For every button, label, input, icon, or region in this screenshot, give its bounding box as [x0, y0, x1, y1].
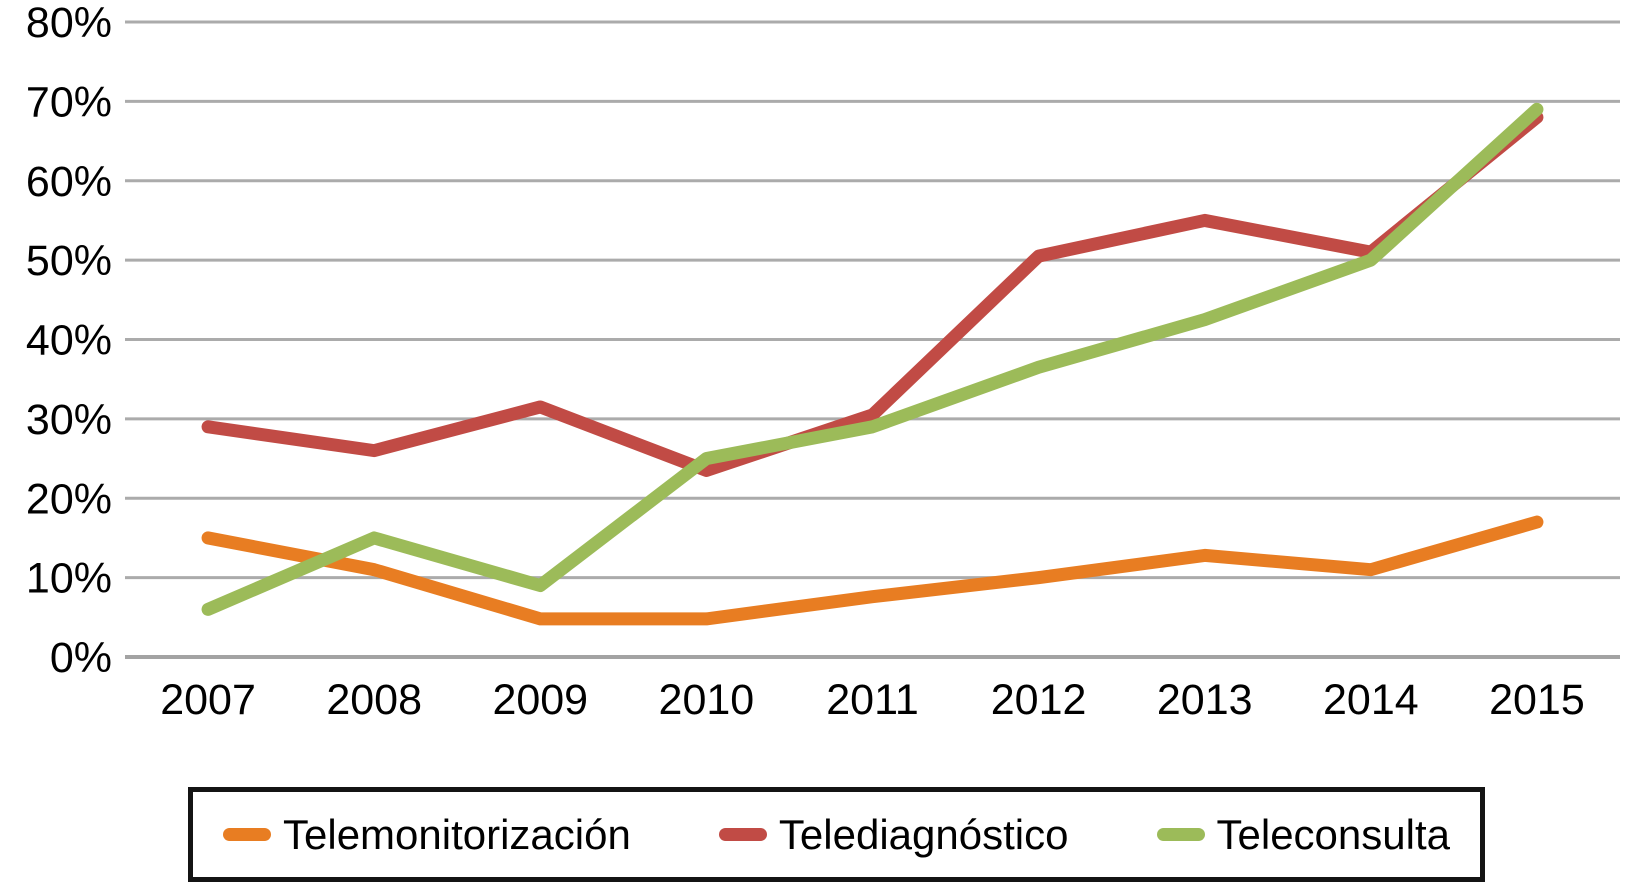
legend-label: Telemonitorización	[283, 810, 631, 858]
x-tick-label: 2007	[160, 676, 256, 724]
series-line-0	[201, 515, 1544, 626]
legend-item-2: Teleconsulta	[1156, 810, 1450, 858]
legend-label: Telediagnóstico	[778, 810, 1069, 858]
legend-dash-icon	[1156, 828, 1205, 841]
y-tick-label: 50%	[26, 237, 112, 285]
chart-legend: Telemonitorización Telediagnóstico Telecon…	[188, 787, 1485, 882]
y-tick-label: 40%	[26, 317, 112, 365]
series-line-1	[201, 110, 1544, 477]
series-line-2	[201, 102, 1544, 616]
x-tick-label: 2009	[492, 676, 588, 724]
x-tick-label: 2010	[659, 676, 755, 724]
x-tick-label: 2012	[991, 676, 1087, 724]
y-tick-label: 70%	[26, 78, 112, 126]
y-tick-label: 60%	[26, 158, 112, 206]
x-tick-label: 2013	[1157, 676, 1253, 724]
legend-label: Teleconsulta	[1216, 810, 1450, 858]
legend-item-0: Telemonitorización	[223, 810, 631, 858]
legend-dash-icon	[223, 828, 271, 841]
x-tick-label: 2011	[826, 676, 918, 724]
x-tick-label: 2008	[326, 676, 422, 724]
x-tick-label: 2015	[1489, 676, 1585, 724]
legend-item-1: Telediagnóstico	[718, 810, 1069, 858]
legend-dash-icon	[718, 828, 767, 841]
x-tick-label: 2014	[1323, 676, 1419, 724]
y-tick-label: 30%	[26, 396, 112, 444]
y-tick-label: 0%	[50, 634, 112, 682]
y-tick-label: 20%	[26, 475, 112, 523]
y-tick-label: 80%	[26, 0, 112, 47]
y-tick-label: 10%	[26, 555, 112, 603]
